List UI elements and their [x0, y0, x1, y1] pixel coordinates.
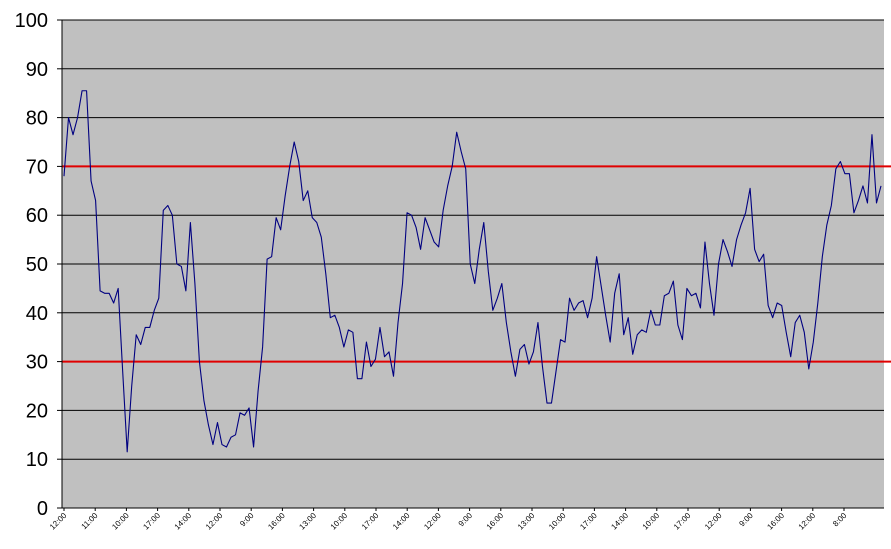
x-tick-label: 10:00: [547, 511, 568, 532]
x-tick-label: 9:00: [457, 511, 475, 529]
x-tick-label: 17:00: [360, 511, 381, 532]
y-tick-label: 10: [26, 449, 48, 471]
x-tick-label: 17:00: [578, 511, 599, 532]
x-tick-label: 10:00: [641, 511, 662, 532]
y-tick-label: 20: [26, 400, 48, 422]
x-tick-label: 12:00: [48, 511, 69, 532]
x-tick-label: 12:00: [422, 511, 443, 532]
y-tick-label: 60: [26, 205, 48, 227]
x-tick-label: 17:00: [672, 511, 693, 532]
x-tick-label: 9:00: [238, 511, 256, 529]
x-tick-label: 16:00: [485, 511, 506, 532]
x-tick-label: 13:00: [297, 511, 318, 532]
x-tick-label: 17:00: [141, 511, 162, 532]
x-tick-label: 14:00: [609, 511, 630, 532]
x-tick-label: 10:00: [329, 511, 350, 532]
data-series-line: [63, 90, 882, 453]
x-tick-label: 16:00: [266, 511, 287, 532]
y-tick-label: 50: [26, 254, 48, 276]
x-tick-label: 12:00: [797, 511, 818, 532]
x-tick-label: 11:00: [80, 511, 100, 531]
y-tick-label: 80: [26, 108, 48, 130]
x-tick-label: 14:00: [391, 511, 412, 532]
y-tick-label: 70: [26, 156, 48, 178]
x-tick-label: 10:00: [110, 511, 131, 532]
y-tick-label: 90: [26, 59, 48, 81]
x-tick-label: 12:00: [204, 511, 225, 532]
x-tick-label: 9:00: [737, 511, 755, 529]
x-tick-label: 16:00: [765, 511, 786, 532]
y-tick-label: 40: [26, 303, 48, 325]
y-tick-label: 30: [26, 352, 48, 374]
x-tick-label: 12:00: [703, 511, 724, 532]
x-tick-label: 8:00: [831, 511, 849, 529]
y-tick-label: 100: [15, 10, 48, 32]
y-tick-label: 0: [37, 498, 48, 520]
x-tick-label: 14:00: [173, 511, 194, 532]
x-tick-label: 13:00: [516, 511, 537, 532]
